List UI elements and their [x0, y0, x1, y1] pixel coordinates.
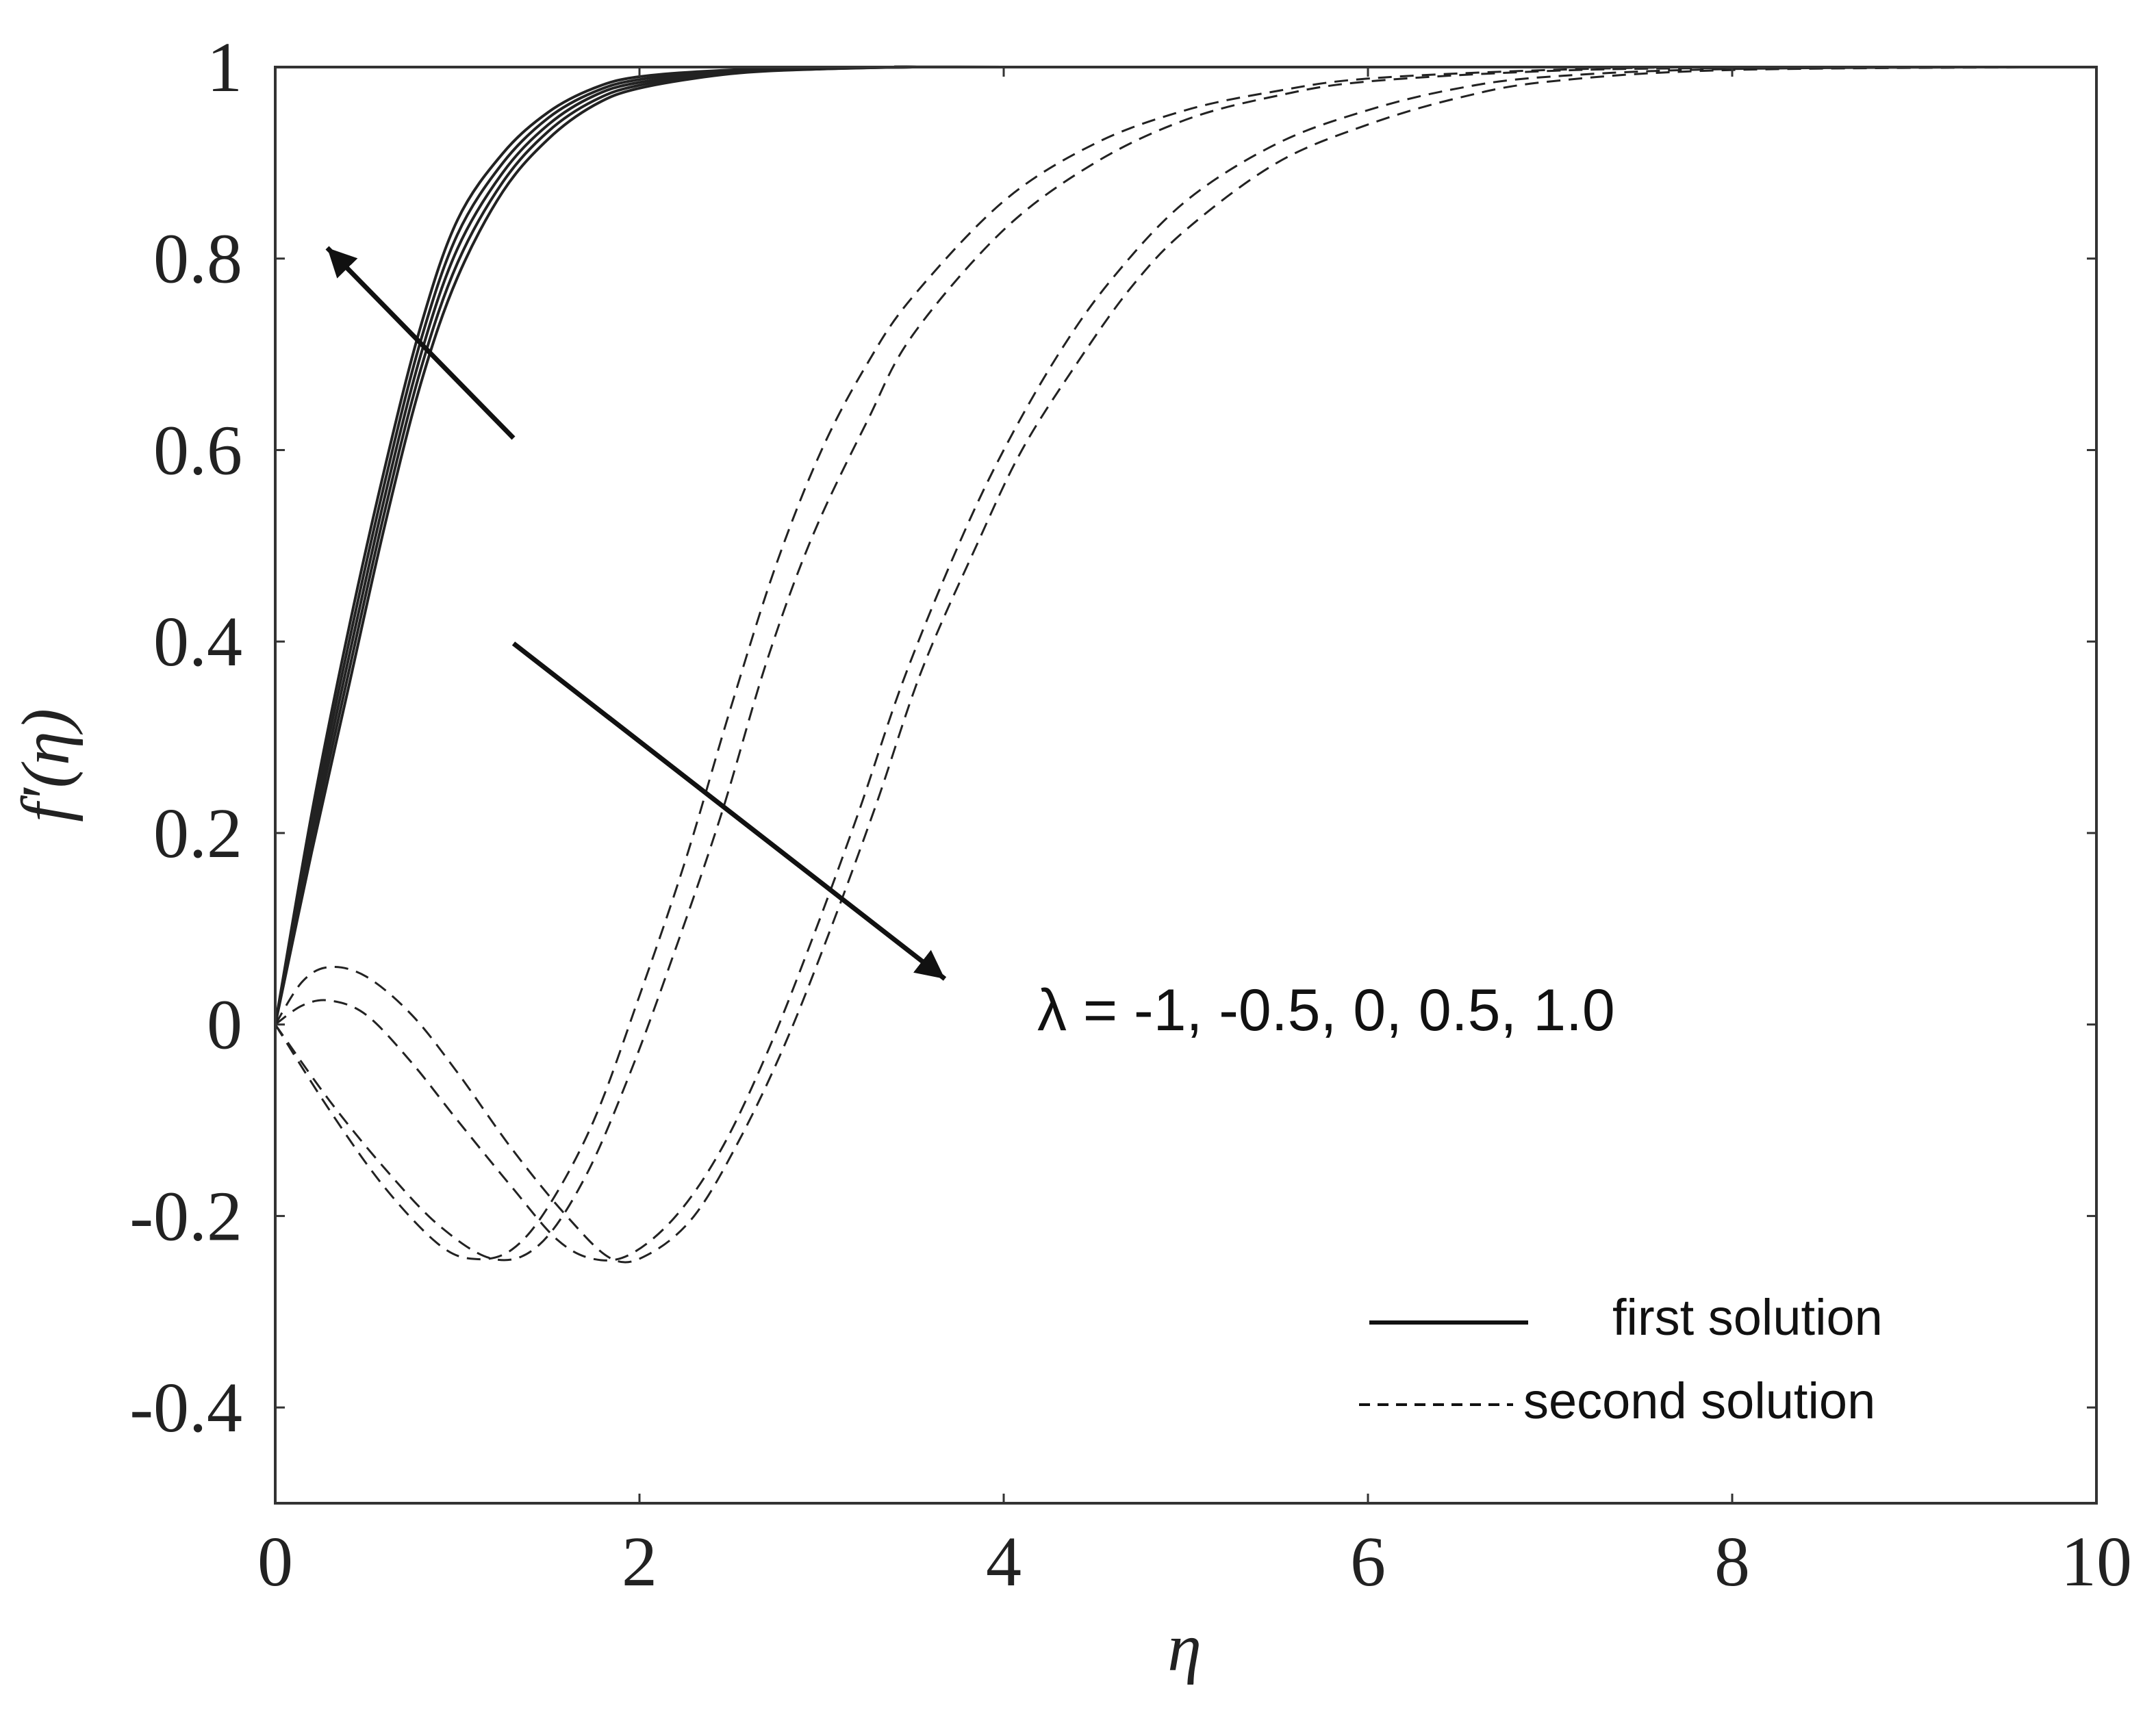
plot-area-frame [274, 66, 2098, 1505]
y-tick-label: -0.4 [129, 1368, 242, 1447]
y-tick-label: 0.6 [153, 411, 242, 489]
x-tick-label: 4 [986, 1522, 1022, 1601]
second-solution-line-8 [274, 66, 2097, 1264]
arrow-second-solution-trend [511, 641, 947, 981]
x-tick-label: 8 [1714, 1522, 1750, 1601]
x-tick-label: 6 [1350, 1522, 1386, 1601]
second-solution-line-7 [275, 66, 2097, 1262]
first-solution-line-4 [274, 65, 2096, 1025]
lambda-annotation: λ = -1, -0.5, 0, 0.5, 1.0 [1037, 978, 1615, 1043]
y-tick-label: -0.2 [129, 1177, 242, 1255]
second-solution-line-6 [274, 66, 2097, 1262]
x-axis-label: η [1167, 1609, 1202, 1685]
first-solution-line-1 [274, 65, 2096, 1025]
arrow-first-solution-trend [325, 246, 516, 440]
x-tick-label: 2 [622, 1522, 657, 1601]
legend-label-second-solution: second solution [1523, 1372, 1875, 1429]
first-solution-line-0 [274, 65, 2096, 1025]
y-tick-label: 1 [207, 28, 242, 107]
first-solution-line-3 [274, 65, 2096, 1025]
y-tick-label: 0 [207, 986, 242, 1064]
first-solution-line-2 [274, 65, 2096, 1025]
legend: first solution second solution [1359, 1289, 1883, 1429]
y-tick-label: 0.4 [153, 602, 242, 681]
y-tick-label: 0.8 [153, 220, 242, 298]
legend-label-first-solution: first solution [1612, 1289, 1883, 1346]
series-layer [274, 65, 2097, 1264]
y-tick-label: 0.2 [153, 794, 242, 873]
tick-layer: 0 2 4 6 8 10 -0.4 -0.2 0 0.2 0.4 0.6 0.8 1 [129, 28, 2132, 1601]
x-tick-label: 10 [2061, 1522, 2132, 1601]
x-tick-label: 0 [257, 1522, 293, 1601]
second-solution-line-5 [274, 66, 2097, 1261]
y-axis-label: f′(η) [8, 708, 84, 822]
